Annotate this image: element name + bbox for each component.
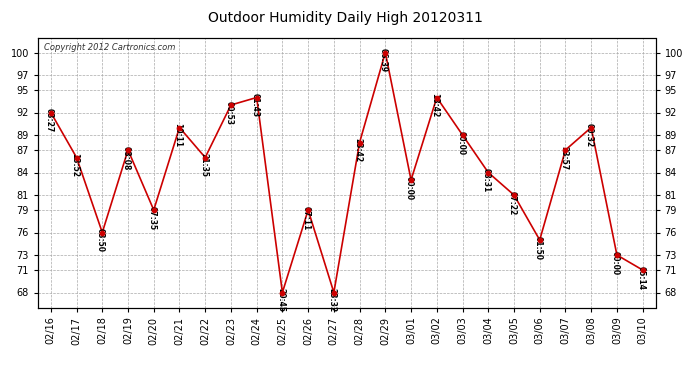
- Text: 21:35: 21:35: [199, 153, 208, 177]
- Text: 23:32: 23:32: [328, 288, 337, 312]
- Text: 07:35: 07:35: [148, 206, 157, 230]
- Text: 08:31: 08:31: [482, 168, 491, 193]
- Point: [123, 147, 134, 153]
- Point: [457, 132, 468, 138]
- Text: 18:42: 18:42: [431, 93, 440, 118]
- Text: 00:53: 00:53: [225, 101, 234, 125]
- Point: [380, 50, 391, 55]
- Text: 05:14: 05:14: [636, 266, 645, 290]
- Point: [174, 124, 185, 130]
- Text: 00:00: 00:00: [456, 131, 465, 155]
- Text: 03:27: 03:27: [45, 108, 54, 133]
- Text: 07:11: 07:11: [302, 206, 311, 230]
- Point: [637, 267, 648, 273]
- Point: [534, 237, 545, 243]
- Text: 00:00: 00:00: [611, 251, 620, 275]
- Text: 13:52: 13:52: [70, 153, 79, 177]
- Text: 01:43: 01:43: [250, 93, 259, 117]
- Point: [303, 207, 314, 213]
- Point: [71, 154, 82, 160]
- Point: [406, 177, 417, 183]
- Point: [560, 147, 571, 153]
- Point: [226, 102, 237, 108]
- Point: [509, 192, 520, 198]
- Text: 01:50: 01:50: [533, 236, 542, 260]
- Point: [586, 124, 597, 130]
- Text: Copyright 2012 Cartronics.com: Copyright 2012 Cartronics.com: [44, 43, 175, 52]
- Text: 23:42: 23:42: [353, 138, 362, 162]
- Text: 00:32: 00:32: [585, 123, 594, 147]
- Point: [97, 230, 108, 236]
- Point: [354, 140, 365, 146]
- Text: 06:39: 06:39: [379, 48, 388, 72]
- Text: 23:57: 23:57: [559, 146, 569, 170]
- Text: 07:22: 07:22: [508, 191, 517, 215]
- Point: [148, 207, 159, 213]
- Point: [483, 170, 494, 176]
- Text: 08:08: 08:08: [122, 146, 131, 170]
- Point: [46, 110, 57, 116]
- Point: [199, 154, 210, 160]
- Point: [431, 94, 442, 100]
- Point: [328, 290, 339, 296]
- Text: 20:45: 20:45: [276, 288, 285, 312]
- Text: 00:00: 00:00: [405, 176, 414, 200]
- Text: 03:50: 03:50: [96, 228, 105, 252]
- Point: [277, 290, 288, 296]
- Text: Outdoor Humidity Daily High 20120311: Outdoor Humidity Daily High 20120311: [208, 11, 482, 25]
- Text: 10:11: 10:11: [173, 123, 182, 147]
- Point: [251, 94, 262, 100]
- Point: [611, 252, 622, 258]
